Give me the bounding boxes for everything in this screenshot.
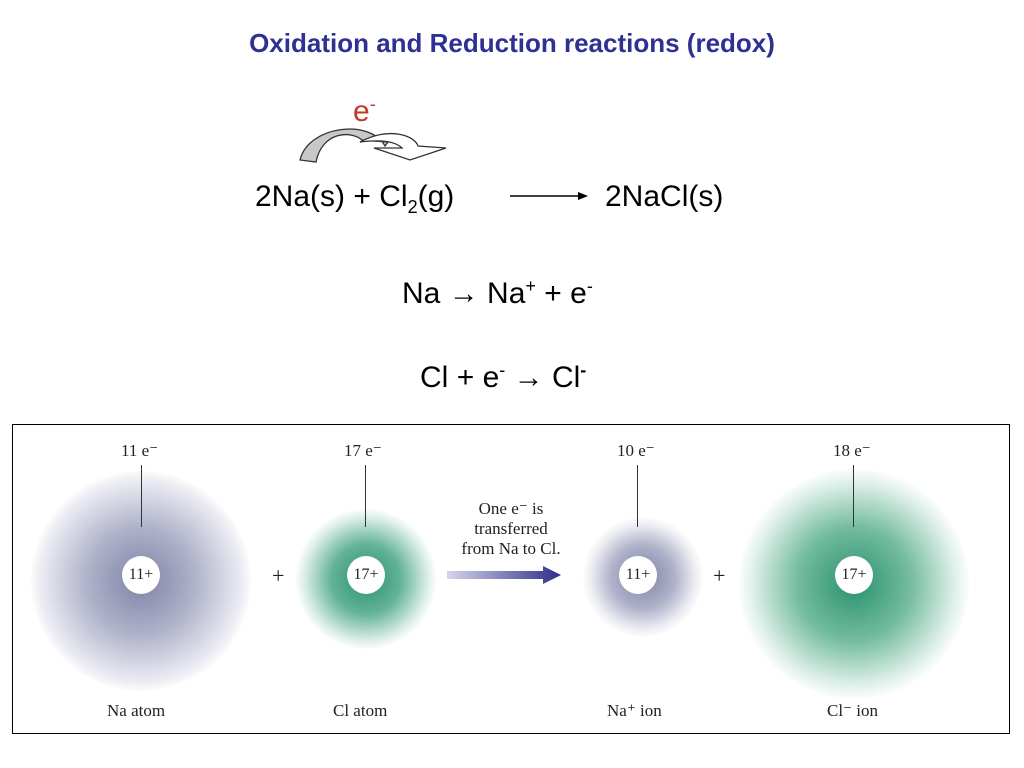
reactant-chlorine: Cl [379, 180, 408, 213]
electron-symbol: e [353, 95, 370, 128]
reaction-arrow [510, 192, 588, 200]
na-atom-nucleus: 11+ [122, 556, 160, 594]
reduction-plus: + [456, 361, 475, 394]
oxidation-plus: + [544, 277, 562, 310]
na-ion-electron-count: 10 e⁻ [617, 441, 655, 460]
reduction-ion-charge: - [580, 360, 587, 380]
electron-label: e- [353, 94, 376, 129]
reduction-electron: e [482, 361, 500, 394]
oxidation-electron: e [570, 277, 587, 310]
na-ion-nucleus: 11+ [619, 556, 657, 594]
na-atom-electron-count: 11 e⁻ [121, 441, 159, 460]
half-reaction-oxidation: Na → Na+ + e- [402, 276, 593, 311]
oxidation-arrow: → [448, 277, 479, 310]
electron-charge: - [369, 94, 376, 114]
curved-electron-arrow [299, 128, 447, 163]
oxidation-ion: Na [487, 277, 526, 310]
plus-sign-reactants: + [272, 563, 285, 588]
transfer-text-line: from Na to Cl. [461, 539, 561, 558]
cl-ion-electron-count: 18 e⁻ [833, 441, 871, 460]
cl-atom-caption: Cl atom [333, 701, 388, 720]
electron-transfer-arrow [447, 566, 561, 584]
cl-atom-electron-count: 17 e⁻ [344, 441, 382, 460]
chlorine-state: (g) [417, 180, 455, 213]
na-ion-caption: Na⁺ ion [607, 701, 662, 720]
page-title: Oxidation and Reduction reactions (redox… [249, 28, 775, 58]
oxidation-ion-charge: + [525, 276, 536, 296]
main-equation-product: 2NaCl(s) [605, 180, 724, 213]
transfer-text-line: transferred [474, 519, 548, 538]
reactant-plus: + [353, 180, 371, 213]
reduction-electron-charge: - [499, 360, 506, 380]
ion-formation-figure: 11 e⁻ 11+ Na atom + 17 e⁻ 17+ Cl atom On… [12, 424, 1010, 734]
main-equation-reactants: 2Na(s) + Cl2(g) [255, 180, 454, 218]
oxidation-lhs: Na [402, 277, 441, 310]
chlorine-subscript: 2 [407, 197, 418, 217]
reduction-ion: Cl [551, 361, 581, 394]
cl-atom-nucleus: 17+ [347, 556, 385, 594]
na-atom-label-line [141, 465, 142, 527]
cl-ion-nucleus: 17+ [835, 556, 873, 594]
na-atom-caption: Na atom [107, 701, 166, 720]
reactant-sodium: 2Na(s) [255, 180, 346, 213]
half-reaction-reduction: Cl + e- → Cl- [420, 360, 586, 395]
cl-atom-label-line [365, 465, 366, 527]
oxidation-electron-charge: - [586, 276, 593, 296]
cl-ion-label-line [853, 465, 854, 527]
cl-ion-caption: Cl⁻ ion [827, 701, 879, 720]
reduction-arrow: → [513, 361, 544, 394]
transfer-description: One e⁻ is transferred from Na to Cl. [441, 499, 581, 559]
plus-sign-products: + [713, 563, 726, 588]
na-ion-label-line [637, 465, 638, 527]
reduction-lhs: Cl [420, 361, 449, 394]
transfer-text-line: One e⁻ is [478, 499, 544, 518]
